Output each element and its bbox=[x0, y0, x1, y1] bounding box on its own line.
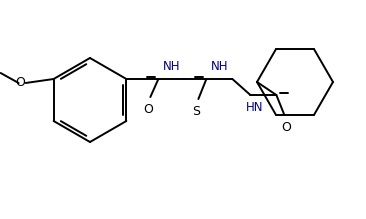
Text: O: O bbox=[281, 121, 291, 134]
Text: S: S bbox=[193, 105, 200, 118]
Text: NH: NH bbox=[163, 60, 180, 73]
Text: NH: NH bbox=[210, 60, 228, 73]
Text: O: O bbox=[143, 103, 153, 116]
Text: O: O bbox=[15, 76, 25, 90]
Text: HN: HN bbox=[246, 101, 264, 114]
